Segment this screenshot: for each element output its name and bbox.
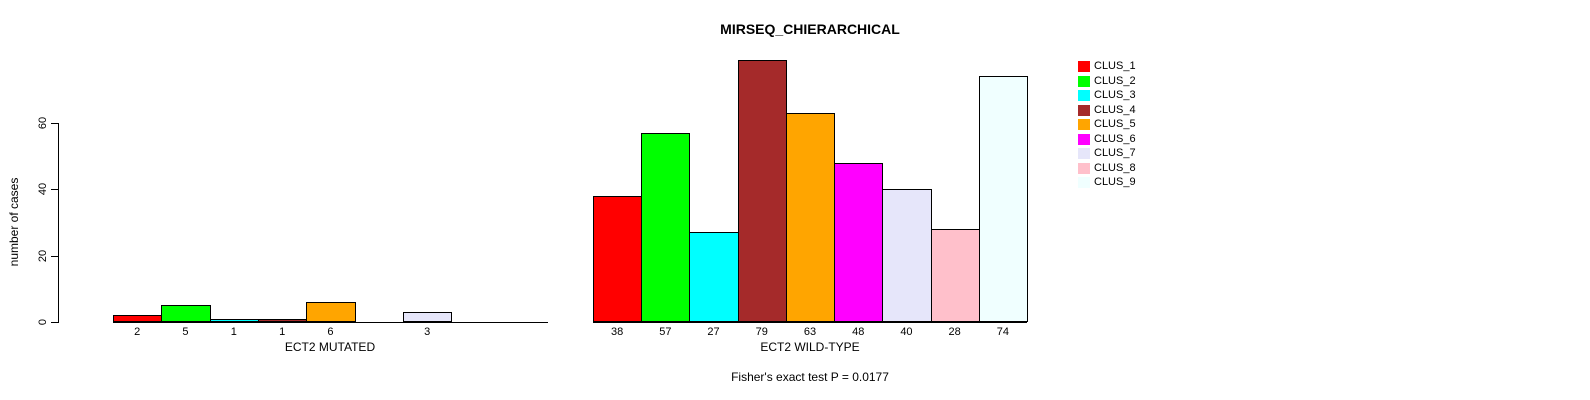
legend-item-clus_4: CLUS_4 [1078,103,1136,116]
bar-clus_5 [306,302,356,322]
y-tick-label: 0 [37,318,49,326]
legend-label: CLUS_2 [1094,74,1136,87]
bar-clus_3 [209,319,259,322]
bar-clus_5 [785,113,836,322]
legend-color-swatch [1078,75,1090,87]
bar-clus_1 [113,315,163,322]
y-axis-title: number of cases [7,177,21,267]
bar-value-label: 63 [803,326,817,338]
bar-value-label: 40 [900,326,913,338]
bar-clus_8 [930,229,980,322]
bar-value-label: 28 [948,326,961,338]
bar-clus_4 [737,60,787,322]
legend-item-clus_1: CLUS_1 [1078,61,1136,72]
legend-label: CLUS_1 [1094,60,1136,72]
legend-label: CLUS_3 [1094,89,1136,101]
legend-color-swatch [1078,61,1090,72]
bar-clus_3 [689,232,739,322]
bar-clus_1 [593,196,643,322]
bar-value-label: 6 [327,326,334,338]
legend-color-swatch [1078,148,1090,159]
legend-item-clus_7: CLUS_7 [1078,148,1136,159]
chart-title: MIRSEQ_CHIERARCHICAL [720,21,900,37]
legend-label: CLUS_6 [1094,132,1136,145]
y-tick-label: 20 [37,249,49,263]
x-axis-line-mutated [113,322,548,323]
bar-value-label: 74 [996,326,1009,338]
bar-value-label: 1 [230,326,237,338]
bar-value-label: 79 [755,326,768,338]
bar-value-label: 2 [134,326,141,338]
bar-clus_7 [403,312,453,322]
legend-color-swatch [1078,119,1090,130]
legend-item-clus_2: CLUS_2 [1078,74,1136,87]
legend-item-clus_6: CLUS_6 [1078,132,1136,145]
bar-clus_2 [161,305,211,322]
legend-item-clus_9: CLUS_9 [1078,177,1136,188]
bar-clus_9 [978,76,1028,322]
bar-clus_2 [641,133,691,322]
legend-label: CLUS_7 [1094,147,1136,159]
bar-value-label: 27 [707,326,720,338]
bar-value-label: 48 [852,326,865,338]
legend-item-clus_3: CLUS_3 [1078,90,1136,101]
bar-clus_6 [834,163,884,322]
legend-color-swatch [1078,104,1090,116]
bar-value-label: 3 [424,326,431,338]
bar-value-label: 1 [279,326,286,338]
legend-label: CLUS_4 [1094,103,1136,116]
legend-label: CLUS_5 [1094,118,1136,130]
legend-color-swatch [1078,177,1090,188]
legend-item-clus_8: CLUS_8 [1078,161,1136,174]
bar-clus_7 [882,189,932,322]
y-tick-mark [51,189,59,190]
bar-value-label: 5 [182,326,189,338]
legend: CLUS_1 CLUS_2 CLUS_3 CLUS_4 CLUS_5 CLUS_6 CLUS… [1078,61,1136,192]
legend-color-swatch [1078,90,1090,101]
y-tick-label: 40 [37,182,49,196]
bar-value-label: 38 [610,326,624,338]
legend-color-swatch [1078,162,1090,174]
bar-value-label: 57 [659,326,672,338]
y-tick-mark [51,256,59,257]
y-tick-mark [51,322,59,323]
legend-label: CLUS_8 [1094,161,1136,174]
x-axis-label-wildtype: ECT2 WILD-TYPE [760,340,860,354]
y-tick-mark [51,123,59,124]
x-axis-line-wildtype [593,322,1027,323]
x-axis-label-mutated: ECT2 MUTATED [284,340,376,354]
y-tick-label: 60 [37,116,49,130]
legend-label: CLUS_9 [1094,176,1136,188]
y-axis-line [58,123,59,323]
bar-clus_4 [258,319,308,322]
legend-item-clus_5: CLUS_5 [1078,119,1136,130]
fisher-test-caption: Fisher's exact test P = 0.0177 [731,370,889,384]
legend-color-swatch [1078,133,1090,145]
